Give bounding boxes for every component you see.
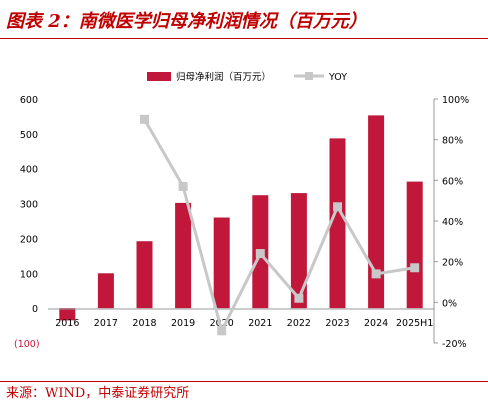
yoy-point-2020	[217, 326, 227, 336]
bar-2018	[136, 241, 153, 309]
yoy-point-2025H1	[410, 263, 420, 273]
source-note: 来源：WIND，中泰证券研究所	[6, 386, 190, 401]
yoy-point-2021	[255, 249, 265, 259]
yoy-point-2023	[333, 202, 342, 212]
x-tick-label: 2021	[248, 318, 272, 329]
yoy-point-2018	[140, 114, 149, 124]
x-tick-label: 2018	[132, 318, 156, 329]
yoy-point-2022	[294, 293, 304, 303]
legend-line-marker	[305, 72, 313, 80]
left-tick-label: 100	[20, 269, 38, 280]
right-tick-label: -20%	[442, 339, 467, 350]
figure-title: 图表 2：南微医学归母净利润情况（百万元）	[6, 11, 367, 32]
yoy-point-2024	[371, 269, 381, 279]
left-tick-label: 200	[20, 234, 38, 245]
bar-2020	[213, 217, 230, 309]
right-tick-label: 80%	[442, 136, 463, 147]
left-tick-label: 600	[20, 95, 38, 106]
legend-line-label: YOY	[328, 72, 347, 83]
bar-2022	[290, 193, 307, 309]
bar-2025H1	[406, 181, 423, 309]
left-tick-label: 500	[20, 130, 38, 141]
x-tick-label: 2019	[171, 318, 195, 329]
left-tick-label: 400	[20, 165, 38, 176]
right-tick-label: 20%	[442, 258, 463, 269]
legend-bar-label: 归母净利润（百万元）	[176, 71, 271, 83]
bar-2019	[175, 202, 192, 309]
x-tick-label: 2016	[55, 318, 79, 329]
x-tick-label: 2017	[94, 318, 118, 329]
x-tick-label: 2020	[210, 318, 234, 329]
legend-bar-swatch	[147, 72, 171, 81]
x-tick-label: 2022	[287, 318, 311, 329]
right-tick-label: 100%	[442, 95, 469, 106]
left-tick-label: 300	[20, 200, 38, 211]
yoy-point-2019	[178, 181, 188, 191]
x-tick-label: 2024	[364, 318, 388, 329]
yoy-line	[143, 118, 415, 336]
title-divider	[0, 38, 488, 39]
bar-2023	[329, 138, 346, 309]
right-tick-label: 60%	[442, 176, 463, 187]
right-tick-label: 40%	[442, 217, 463, 228]
left-tick-label: 0	[32, 304, 38, 315]
footer-divider	[0, 381, 488, 382]
x-tick-label: 2025H1	[396, 318, 433, 329]
right-tick-label: 0%	[442, 298, 457, 309]
bar-2016	[59, 308, 76, 321]
x-tick-label: 2023	[325, 318, 349, 329]
bar-2017	[97, 273, 114, 309]
bar-2024	[368, 115, 385, 309]
combo-chart: (100) 0 100 200 300 400 500 600 -20% 0% 20% 40% 60% 8…	[14, 71, 469, 350]
left-tick-label: (100)	[14, 339, 40, 350]
